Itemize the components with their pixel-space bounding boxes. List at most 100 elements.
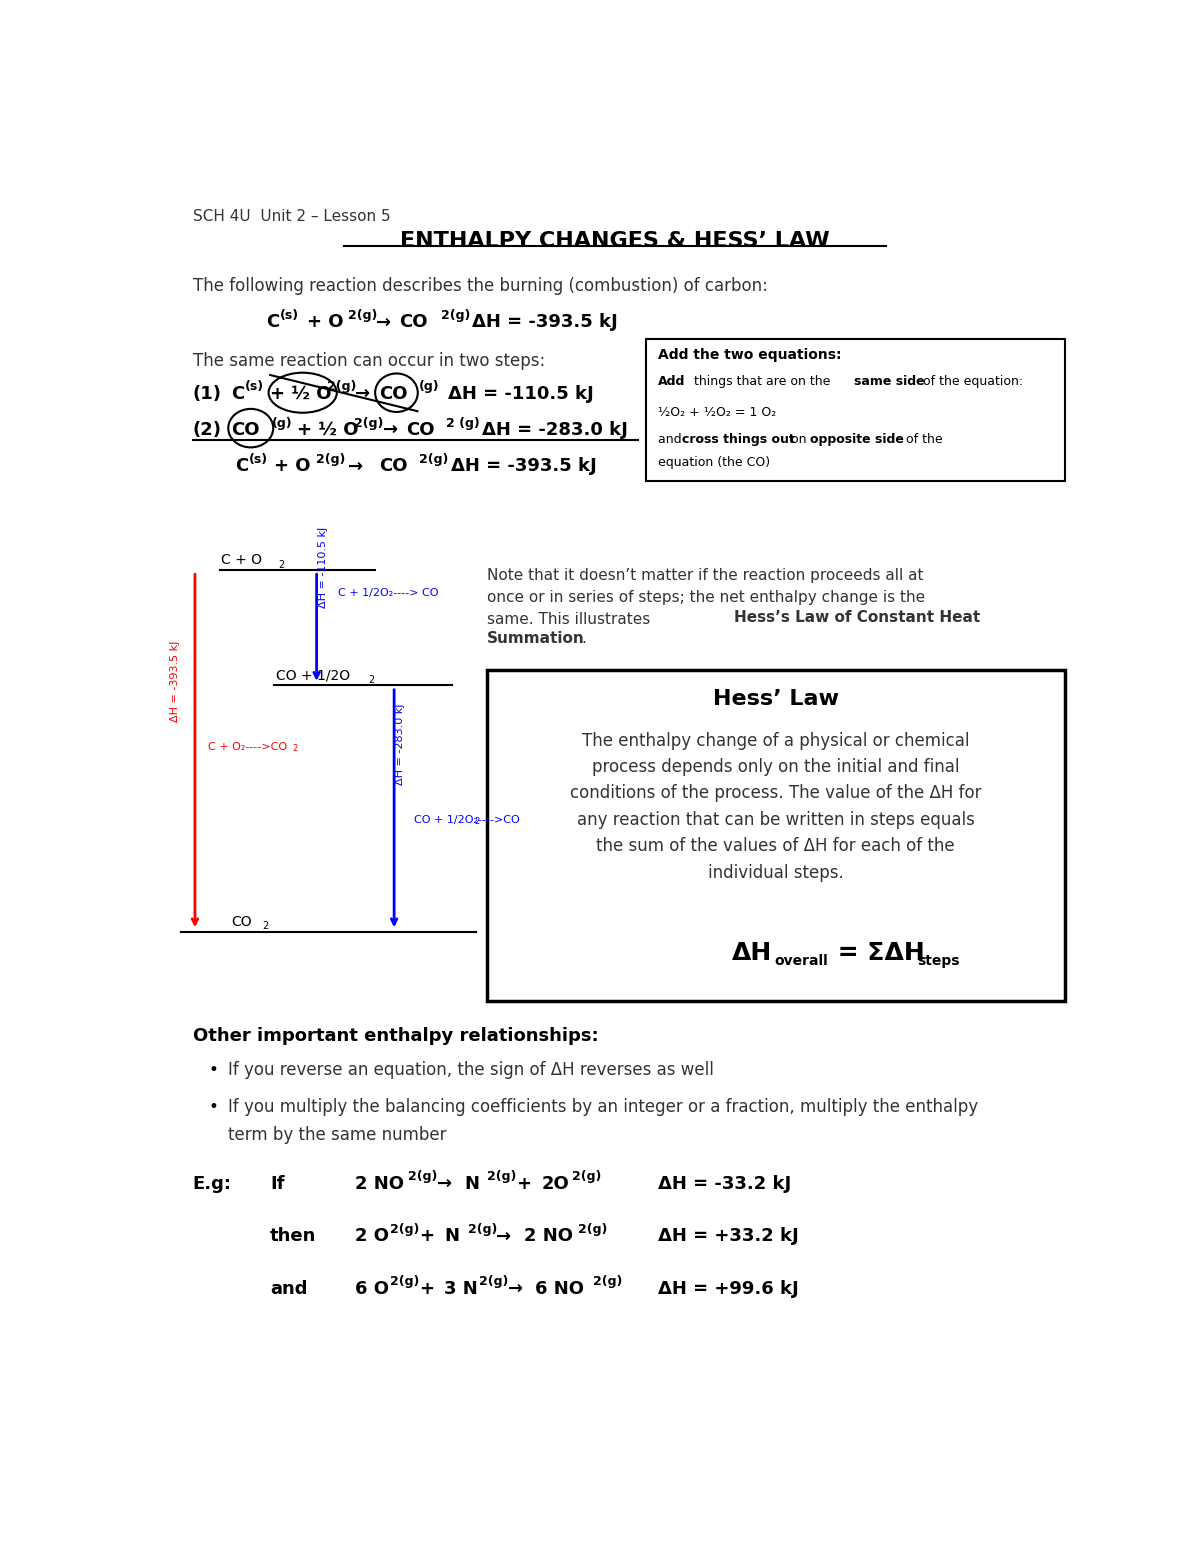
Text: If: If (270, 1176, 284, 1193)
Text: 2: 2 (293, 744, 298, 753)
Text: (g): (g) (271, 416, 293, 430)
Text: The enthalpy change of a physical or chemical
process depends only on the initia: The enthalpy change of a physical or che… (570, 731, 982, 882)
Text: same side: same side (853, 374, 924, 388)
Text: ΔH: ΔH (732, 941, 772, 966)
Text: + O: + O (274, 458, 311, 475)
Text: term by the same number: term by the same number (228, 1126, 446, 1143)
Text: CO: CO (232, 915, 252, 929)
Text: →: → (508, 1280, 523, 1298)
Text: CO: CO (406, 421, 434, 439)
Text: C: C (235, 458, 248, 475)
Text: +: + (419, 1280, 434, 1298)
Text: +: + (419, 1227, 434, 1246)
Text: C + 1/2O₂----> CO: C + 1/2O₂----> CO (337, 589, 438, 598)
Text: (s): (s) (245, 380, 264, 393)
Text: Hess’s Law of Constant Heat: Hess’s Law of Constant Heat (733, 610, 980, 624)
Text: →: → (497, 1227, 511, 1246)
Text: (g): (g) (419, 380, 439, 393)
Text: →: → (377, 314, 391, 331)
Text: E.g:: E.g: (193, 1176, 232, 1193)
Text: 2(g): 2(g) (408, 1171, 438, 1183)
FancyBboxPatch shape (487, 669, 1064, 1002)
Text: ΔH = -283.0 kJ: ΔH = -283.0 kJ (481, 421, 628, 439)
Text: 6 NO: 6 NO (535, 1280, 584, 1298)
Text: Hess’ Law: Hess’ Law (713, 690, 839, 710)
Text: of the: of the (901, 433, 942, 446)
Text: ΔH = -110.5 kJ: ΔH = -110.5 kJ (318, 526, 328, 609)
Text: C: C (266, 314, 280, 331)
Text: Other important enthalpy relationships:: Other important enthalpy relationships: (193, 1027, 599, 1045)
Text: ΔH = -393.5 kJ: ΔH = -393.5 kJ (472, 314, 617, 331)
Text: 3 N: 3 N (444, 1280, 479, 1298)
Text: + O: + O (306, 314, 343, 331)
Text: (2): (2) (193, 421, 222, 439)
Text: of the equation:: of the equation: (919, 374, 1022, 388)
Text: ΔH = -110.5 kJ: ΔH = -110.5 kJ (449, 385, 594, 404)
Text: 2 NO: 2 NO (355, 1176, 404, 1193)
Text: 2: 2 (368, 676, 374, 685)
Text: 2 NO: 2 NO (523, 1227, 572, 1246)
Text: ½O₂ + ½O₂ = 1 O₂: ½O₂ + ½O₂ = 1 O₂ (658, 405, 776, 419)
Text: 2(g): 2(g) (572, 1171, 601, 1183)
Text: CO + 1/2O₂---->CO: CO + 1/2O₂---->CO (414, 815, 520, 825)
Text: 2 (g): 2 (g) (446, 416, 480, 430)
Text: + ½ O: + ½ O (270, 385, 331, 404)
Text: 2(g): 2(g) (468, 1222, 497, 1236)
Text: 2 O: 2 O (355, 1227, 389, 1246)
Text: 2(g): 2(g) (316, 453, 346, 466)
Text: →: → (437, 1176, 452, 1193)
Text: (s): (s) (281, 309, 299, 321)
Text: 2(g): 2(g) (326, 380, 356, 393)
Text: ΔH = +99.6 kJ: ΔH = +99.6 kJ (658, 1280, 798, 1298)
Text: 2(g): 2(g) (354, 416, 383, 430)
Text: SCH 4U  Unit 2 – Lesson 5: SCH 4U Unit 2 – Lesson 5 (193, 210, 390, 225)
Text: 2(g): 2(g) (419, 453, 449, 466)
Text: •: • (208, 1098, 218, 1117)
Text: 2(g): 2(g) (487, 1171, 516, 1183)
Text: 2: 2 (278, 559, 284, 570)
Text: 2(g): 2(g) (578, 1222, 607, 1236)
Text: 2(g): 2(g) (390, 1222, 420, 1236)
Text: N: N (464, 1176, 479, 1193)
Text: 6 O: 6 O (355, 1280, 389, 1298)
Text: The following reaction describes the burning (combustion) of carbon:: The following reaction describes the bur… (193, 278, 768, 295)
Text: Summation: Summation (487, 631, 584, 646)
Text: •: • (208, 1061, 218, 1079)
Text: ΔH = +33.2 kJ: ΔH = +33.2 kJ (658, 1227, 798, 1246)
Text: things that are on the: things that are on the (690, 374, 834, 388)
Text: then: then (270, 1227, 317, 1246)
Text: C + O: C + O (221, 553, 263, 567)
Text: .: . (582, 631, 587, 646)
Text: on: on (787, 433, 810, 446)
Text: 2: 2 (263, 921, 269, 932)
Text: CO: CO (232, 421, 260, 439)
Text: →: → (383, 421, 397, 439)
Text: + ½ O: + ½ O (298, 421, 359, 439)
Text: 2(g): 2(g) (442, 309, 470, 321)
Text: If you multiply the balancing coefficients by an integer or a fraction, multiply: If you multiply the balancing coefficien… (228, 1098, 978, 1117)
Text: Add: Add (658, 374, 685, 388)
Text: 2(g): 2(g) (593, 1275, 623, 1287)
Text: cross things out: cross things out (682, 433, 794, 446)
Text: Add the two equations:: Add the two equations: (658, 348, 841, 362)
Text: ΔH = -393.5 kJ: ΔH = -393.5 kJ (451, 458, 596, 475)
Text: 2(g): 2(g) (348, 309, 378, 321)
Text: +: + (516, 1176, 530, 1193)
Text: 2O: 2O (541, 1176, 569, 1193)
Text: The same reaction can occur in two steps:: The same reaction can occur in two steps… (193, 353, 545, 370)
Text: overall: overall (774, 954, 828, 968)
Text: If you reverse an equation, the sign of ΔH reverses as well: If you reverse an equation, the sign of … (228, 1061, 713, 1079)
Text: (1): (1) (193, 385, 222, 404)
Text: 2: 2 (474, 817, 479, 826)
Text: ΔH = -283.0 kJ: ΔH = -283.0 kJ (395, 704, 406, 786)
Text: steps: steps (917, 954, 959, 968)
Text: ENTHALPY CHANGES & HESS’ LAW: ENTHALPY CHANGES & HESS’ LAW (400, 231, 830, 252)
FancyBboxPatch shape (646, 339, 1064, 481)
Text: CO: CO (379, 458, 407, 475)
Text: CO: CO (400, 314, 428, 331)
Text: opposite side: opposite side (810, 433, 904, 446)
Text: C + O₂---->CO: C + O₂---->CO (208, 742, 287, 752)
Text: CO: CO (379, 385, 407, 404)
Text: 2(g): 2(g) (390, 1275, 420, 1287)
Text: ΔH = -393.5 kJ: ΔH = -393.5 kJ (170, 640, 180, 722)
